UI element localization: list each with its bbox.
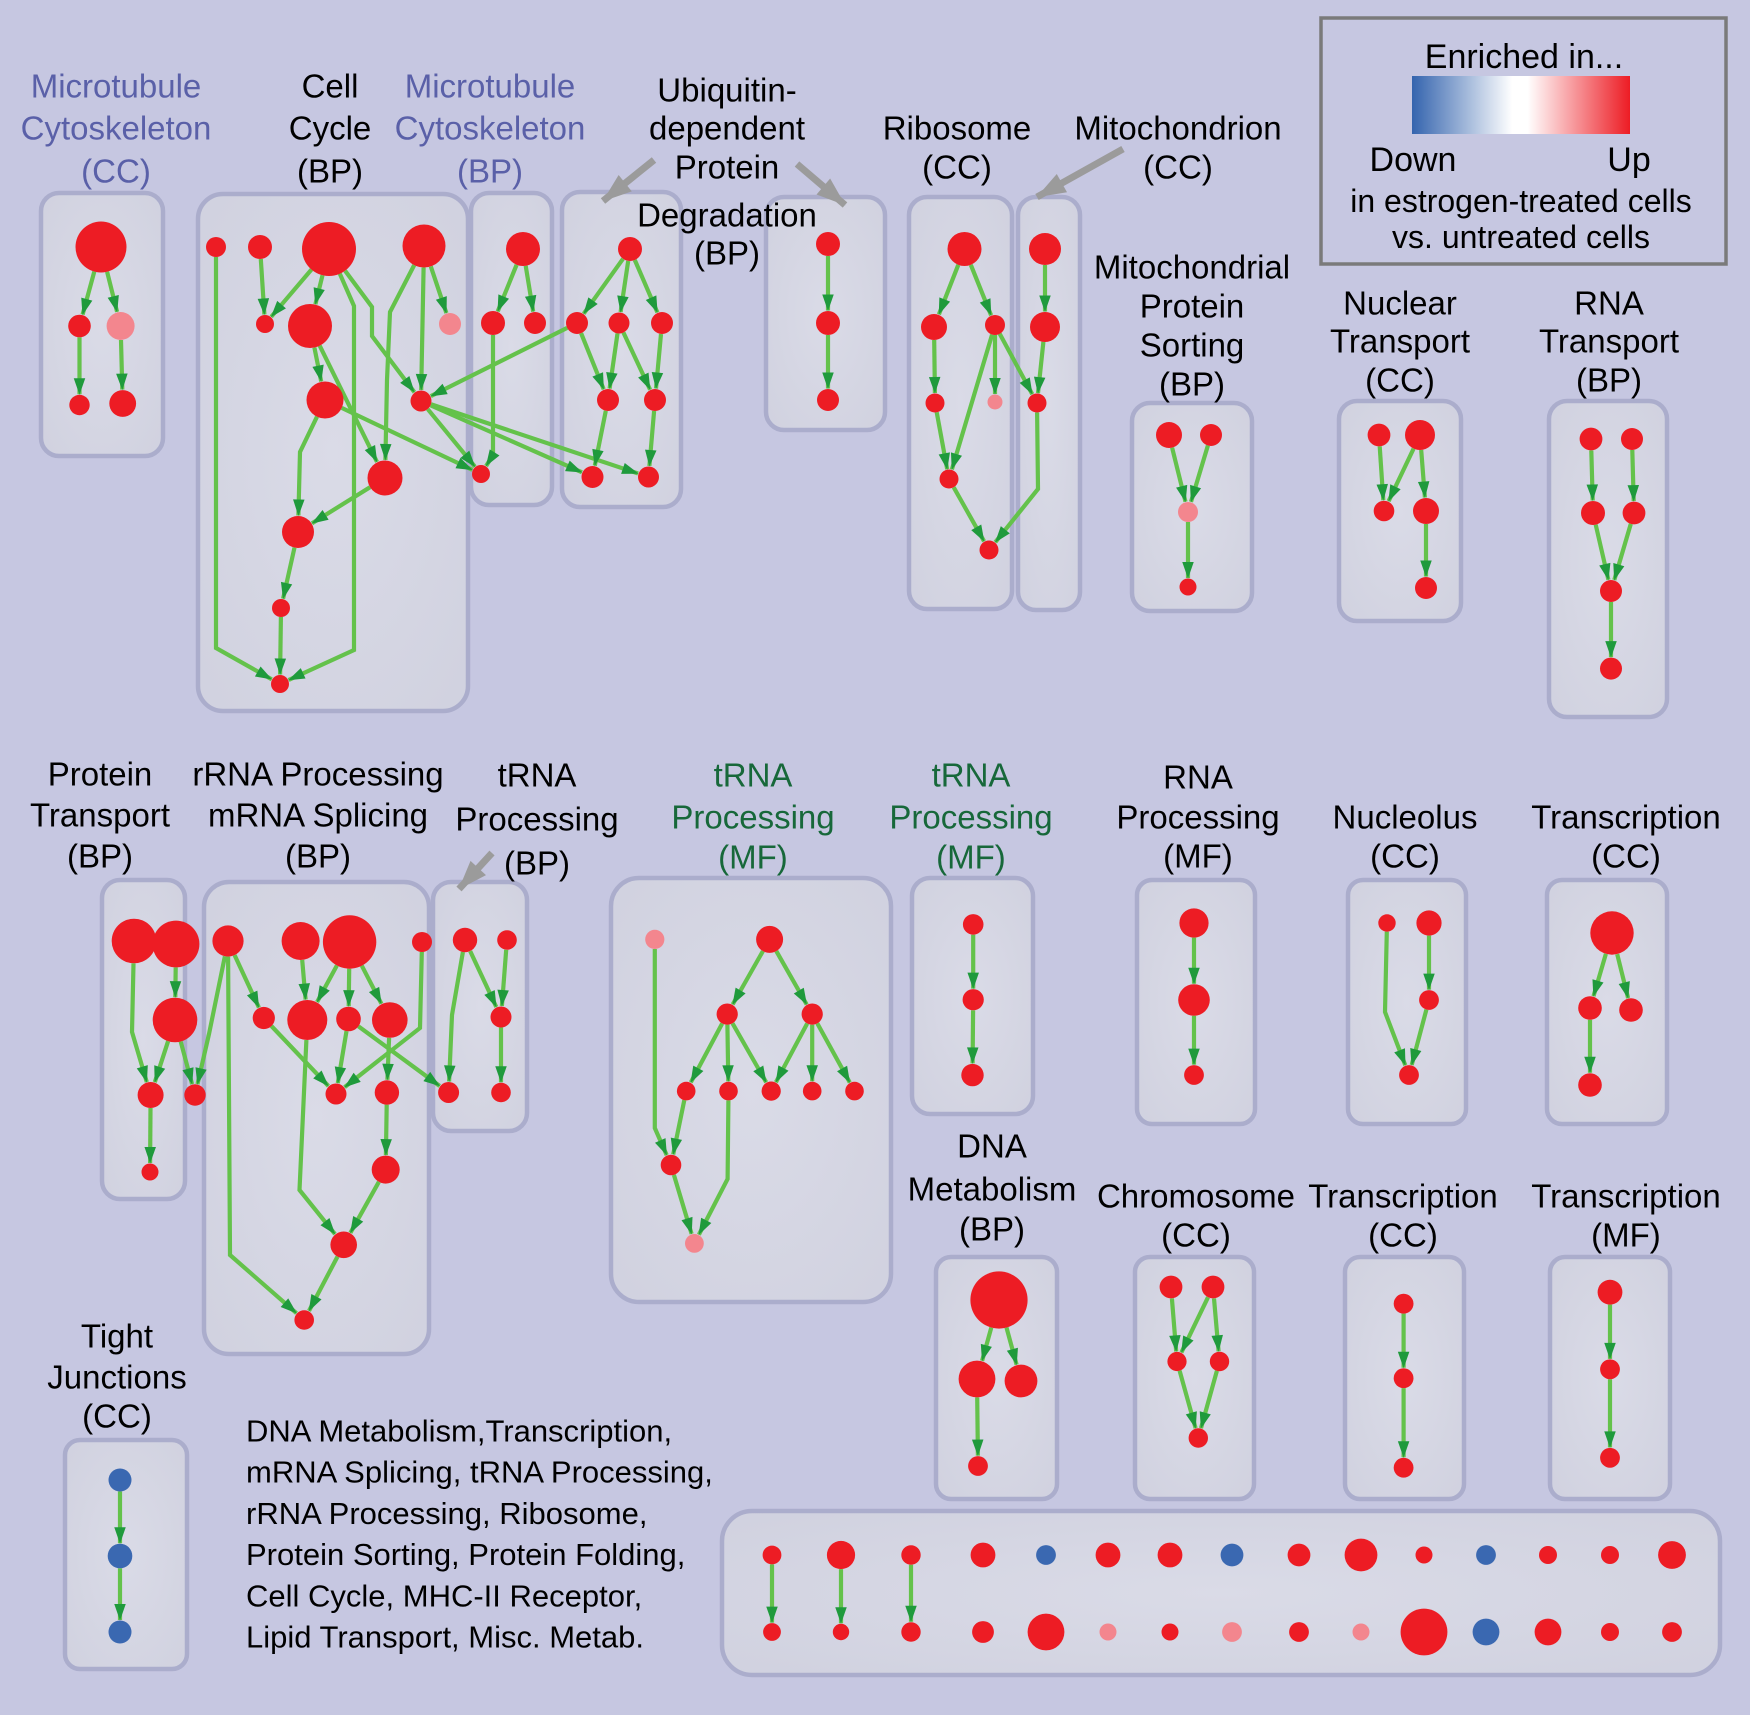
svg-text:Enriched in...: Enriched in... xyxy=(1425,38,1623,76)
svg-text:Cytoskeleton: Cytoskeleton xyxy=(395,110,586,147)
svg-text:Microtubule: Microtubule xyxy=(405,68,576,105)
svg-text:(MF): (MF) xyxy=(1163,838,1233,875)
svg-text:(BP): (BP) xyxy=(1576,362,1642,399)
svg-text:Mitochondrion: Mitochondrion xyxy=(1074,110,1281,147)
svg-text:(CC): (CC) xyxy=(82,1398,152,1435)
svg-text:Cell: Cell xyxy=(302,68,359,105)
svg-text:(BP): (BP) xyxy=(457,153,523,190)
svg-text:Transport: Transport xyxy=(1539,323,1679,360)
svg-text:rRNA Processing, Ribosome,: rRNA Processing, Ribosome, xyxy=(246,1496,647,1531)
svg-text:(BP): (BP) xyxy=(959,1211,1025,1248)
svg-text:Protein Sorting, Protein Foldi: Protein Sorting, Protein Folding, xyxy=(246,1537,685,1572)
svg-text:Transport: Transport xyxy=(1330,323,1470,360)
svg-text:Cytoskeleton: Cytoskeleton xyxy=(21,110,212,147)
svg-text:(CC): (CC) xyxy=(1365,362,1435,399)
svg-text:Protein: Protein xyxy=(48,756,153,793)
svg-text:Cell Cycle, MHC-II Receptor,: Cell Cycle, MHC-II Receptor, xyxy=(246,1578,642,1613)
svg-text:(BP): (BP) xyxy=(297,153,363,190)
svg-text:Processing: Processing xyxy=(671,799,834,836)
svg-text:Processing: Processing xyxy=(1116,799,1279,836)
svg-text:Cycle: Cycle xyxy=(289,110,372,147)
svg-text:mRNA Splicing: mRNA Splicing xyxy=(208,797,428,834)
svg-text:Metabolism: Metabolism xyxy=(908,1171,1077,1208)
svg-text:(CC): (CC) xyxy=(922,149,992,186)
svg-text:(MF): (MF) xyxy=(718,839,788,876)
svg-text:Nuclear: Nuclear xyxy=(1343,285,1457,322)
svg-text:Up: Up xyxy=(1607,141,1650,179)
svg-text:tRNA: tRNA xyxy=(932,757,1011,794)
svg-text:mRNA Splicing, tRNA Processing: mRNA Splicing, tRNA Processing, xyxy=(246,1455,713,1490)
svg-text:(CC): (CC) xyxy=(1370,838,1440,875)
svg-text:Tight: Tight xyxy=(81,1318,153,1355)
svg-text:RNA: RNA xyxy=(1163,759,1233,796)
svg-text:Sorting: Sorting xyxy=(1140,327,1245,364)
svg-text:Junctions: Junctions xyxy=(47,1359,186,1396)
svg-text:(BP): (BP) xyxy=(504,845,570,882)
svg-text:Down: Down xyxy=(1370,141,1457,179)
svg-text:(CC): (CC) xyxy=(1591,838,1661,875)
svg-text:tRNA: tRNA xyxy=(498,757,577,794)
svg-text:(CC): (CC) xyxy=(1161,1217,1231,1254)
svg-text:RNA: RNA xyxy=(1574,285,1644,322)
svg-text:Lipid Transport, Misc. Metab.: Lipid Transport, Misc. Metab. xyxy=(246,1620,644,1655)
svg-text:tRNA: tRNA xyxy=(714,757,793,794)
svg-text:(BP): (BP) xyxy=(67,838,133,875)
svg-text:Processing: Processing xyxy=(455,801,618,838)
svg-text:Protein: Protein xyxy=(675,149,780,186)
svg-text:(MF): (MF) xyxy=(1591,1217,1661,1254)
svg-text:Transport: Transport xyxy=(30,797,170,834)
svg-text:Processing: Processing xyxy=(889,799,1052,836)
svg-text:Ribosome: Ribosome xyxy=(883,110,1032,147)
svg-text:dependent: dependent xyxy=(649,110,805,147)
svg-text:(MF): (MF) xyxy=(936,839,1006,876)
svg-text:Nucleolus: Nucleolus xyxy=(1333,799,1478,836)
svg-text:Chromosome: Chromosome xyxy=(1097,1178,1295,1215)
svg-text:Transcription: Transcription xyxy=(1531,799,1721,836)
svg-text:Mitochondrial: Mitochondrial xyxy=(1094,249,1290,286)
svg-text:Ubiquitin-: Ubiquitin- xyxy=(657,72,796,109)
svg-text:in estrogen-treated cells: in estrogen-treated cells xyxy=(1350,183,1692,219)
svg-text:(BP): (BP) xyxy=(694,235,760,272)
svg-text:(BP): (BP) xyxy=(285,838,351,875)
svg-text:Protein: Protein xyxy=(1140,288,1245,325)
svg-text:(CC): (CC) xyxy=(1143,149,1213,186)
svg-text:(BP): (BP) xyxy=(1159,366,1225,403)
svg-text:(CC): (CC) xyxy=(81,153,151,190)
svg-text:rRNA Processing: rRNA Processing xyxy=(192,756,443,793)
svg-text:Transcription: Transcription xyxy=(1308,1178,1498,1215)
svg-text:(CC): (CC) xyxy=(1368,1217,1438,1254)
svg-text:DNA: DNA xyxy=(957,1128,1027,1165)
svg-text:Degradation: Degradation xyxy=(637,197,817,234)
svg-text:Microtubule: Microtubule xyxy=(31,68,202,105)
svg-text:DNA Metabolism,Transcription,: DNA Metabolism,Transcription, xyxy=(246,1414,672,1449)
svg-text:vs. untreated cells: vs. untreated cells xyxy=(1392,219,1650,255)
svg-text:Transcription: Transcription xyxy=(1531,1178,1721,1215)
